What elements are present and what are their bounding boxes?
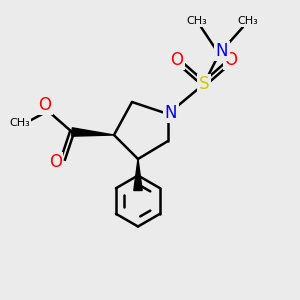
Text: CH₃: CH₃ bbox=[237, 16, 258, 26]
Text: O: O bbox=[49, 153, 62, 171]
Text: N: N bbox=[165, 103, 177, 122]
Text: N: N bbox=[216, 42, 228, 60]
Text: O: O bbox=[170, 51, 184, 69]
Polygon shape bbox=[134, 159, 142, 190]
Text: O: O bbox=[38, 96, 52, 114]
Text: CH₃: CH₃ bbox=[186, 16, 207, 26]
Text: O: O bbox=[224, 51, 238, 69]
Polygon shape bbox=[72, 128, 114, 136]
Text: CH₃: CH₃ bbox=[9, 118, 30, 128]
Text: S: S bbox=[199, 75, 209, 93]
